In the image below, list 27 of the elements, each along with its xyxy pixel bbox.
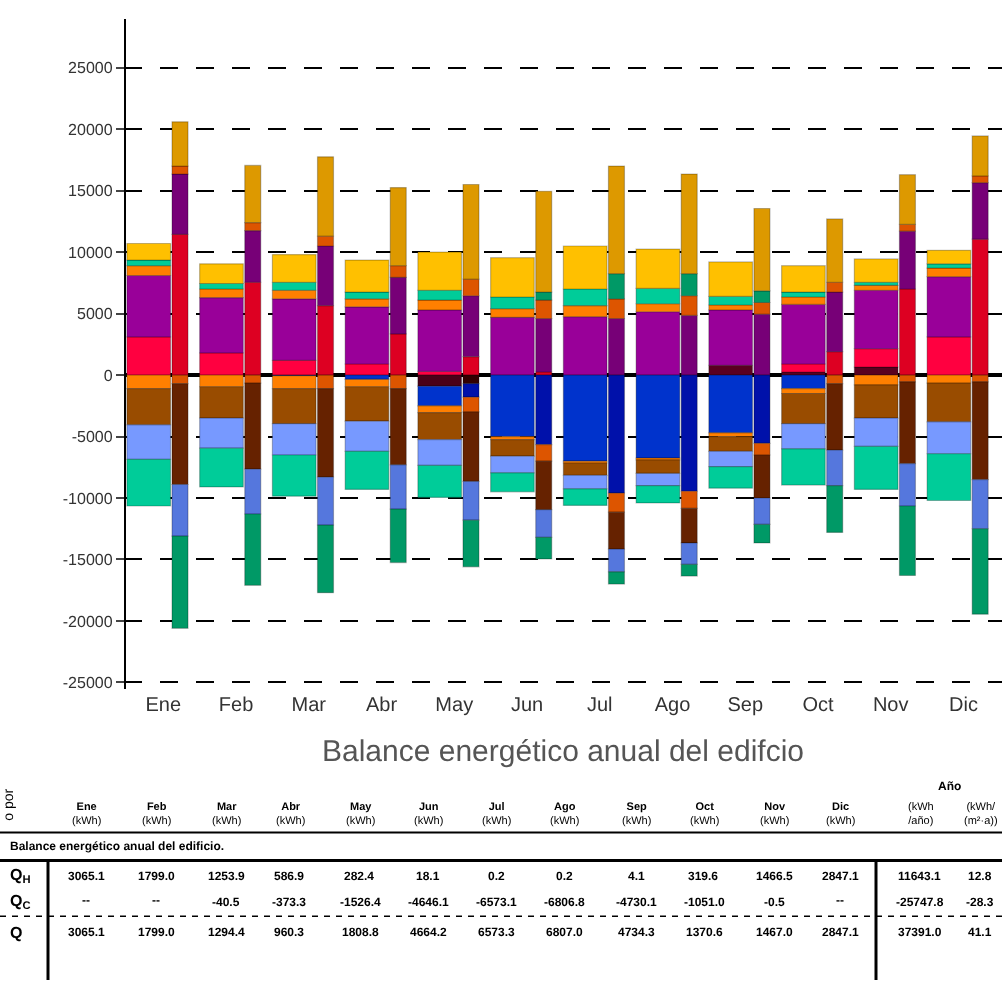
x-tick-label: Nov (872, 694, 909, 717)
category-label: Q$_{C}$ (10, 892, 31, 914)
x-tick-label: Sep (727, 694, 764, 717)
x-tick-label: Ago (654, 694, 692, 717)
x-tick-label: Jun (510, 694, 544, 717)
x-tick-label: Mar (291, 694, 328, 717)
x-tick-label: Dic (948, 694, 978, 717)
y-tick-label: -25000 (62, 674, 114, 693)
x-tick-label: Jul (586, 694, 613, 717)
y-tick-label: -20000 (62, 612, 114, 631)
y-tick-label: -5000 (71, 428, 114, 447)
x-tick-label: Abr (365, 694, 399, 717)
x-tick-label: Feb (218, 694, 255, 717)
category-label: Q$_{H}$ (10, 866, 31, 888)
x-tick-label: May (435, 694, 474, 717)
x-tick-label: Ene (145, 694, 182, 717)
y-tick-label: 15000 (68, 182, 114, 201)
category-label: Q (10, 924, 23, 942)
y-tick-label: -15000 (62, 551, 114, 570)
y-tick-label: -10000 (62, 489, 114, 508)
y-tick-label: 25000 (68, 59, 114, 78)
y-tick-label: 0 (103, 366, 114, 385)
y-tick-label: 20000 (68, 120, 114, 139)
y-tick-label: 5000 (77, 305, 114, 324)
x-axis-title: Balance energético anual del edifcio (321, 734, 805, 769)
y-tick-label: 10000 (68, 243, 114, 262)
x-tick-label: Oct (802, 694, 834, 717)
